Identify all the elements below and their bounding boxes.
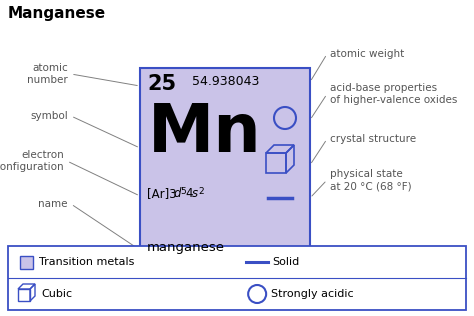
Text: 5: 5 [180, 187, 186, 196]
Text: Transition metals: Transition metals [39, 257, 134, 267]
Text: 54.938043: 54.938043 [192, 75, 259, 88]
Text: d: d [173, 187, 181, 200]
Text: acid-base properties
of higher-valence oxides: acid-base properties of higher-valence o… [330, 83, 457, 105]
FancyBboxPatch shape [8, 246, 466, 310]
Text: Solid: Solid [272, 257, 300, 267]
Text: 25: 25 [147, 74, 176, 94]
Text: 2: 2 [198, 187, 204, 196]
Text: electron
configuration: electron configuration [0, 150, 64, 172]
Text: s: s [192, 187, 198, 200]
Text: manganese: manganese [147, 241, 225, 254]
Text: physical state
at 20 °C (68 °F): physical state at 20 °C (68 °F) [330, 169, 411, 191]
Text: name: name [38, 199, 68, 209]
Text: Cubic: Cubic [41, 289, 72, 299]
Text: [Ar]3: [Ar]3 [147, 187, 177, 200]
Text: atomic weight: atomic weight [330, 49, 404, 59]
Text: Strongly acidic: Strongly acidic [271, 289, 354, 299]
Text: Manganese: Manganese [8, 6, 106, 21]
Text: atomic
number: atomic number [27, 63, 68, 85]
Text: symbol: symbol [30, 111, 68, 121]
Text: 4: 4 [185, 187, 192, 200]
FancyBboxPatch shape [20, 256, 33, 269]
Text: crystal structure: crystal structure [330, 134, 416, 144]
FancyBboxPatch shape [140, 68, 310, 268]
Text: Mn: Mn [148, 100, 262, 166]
